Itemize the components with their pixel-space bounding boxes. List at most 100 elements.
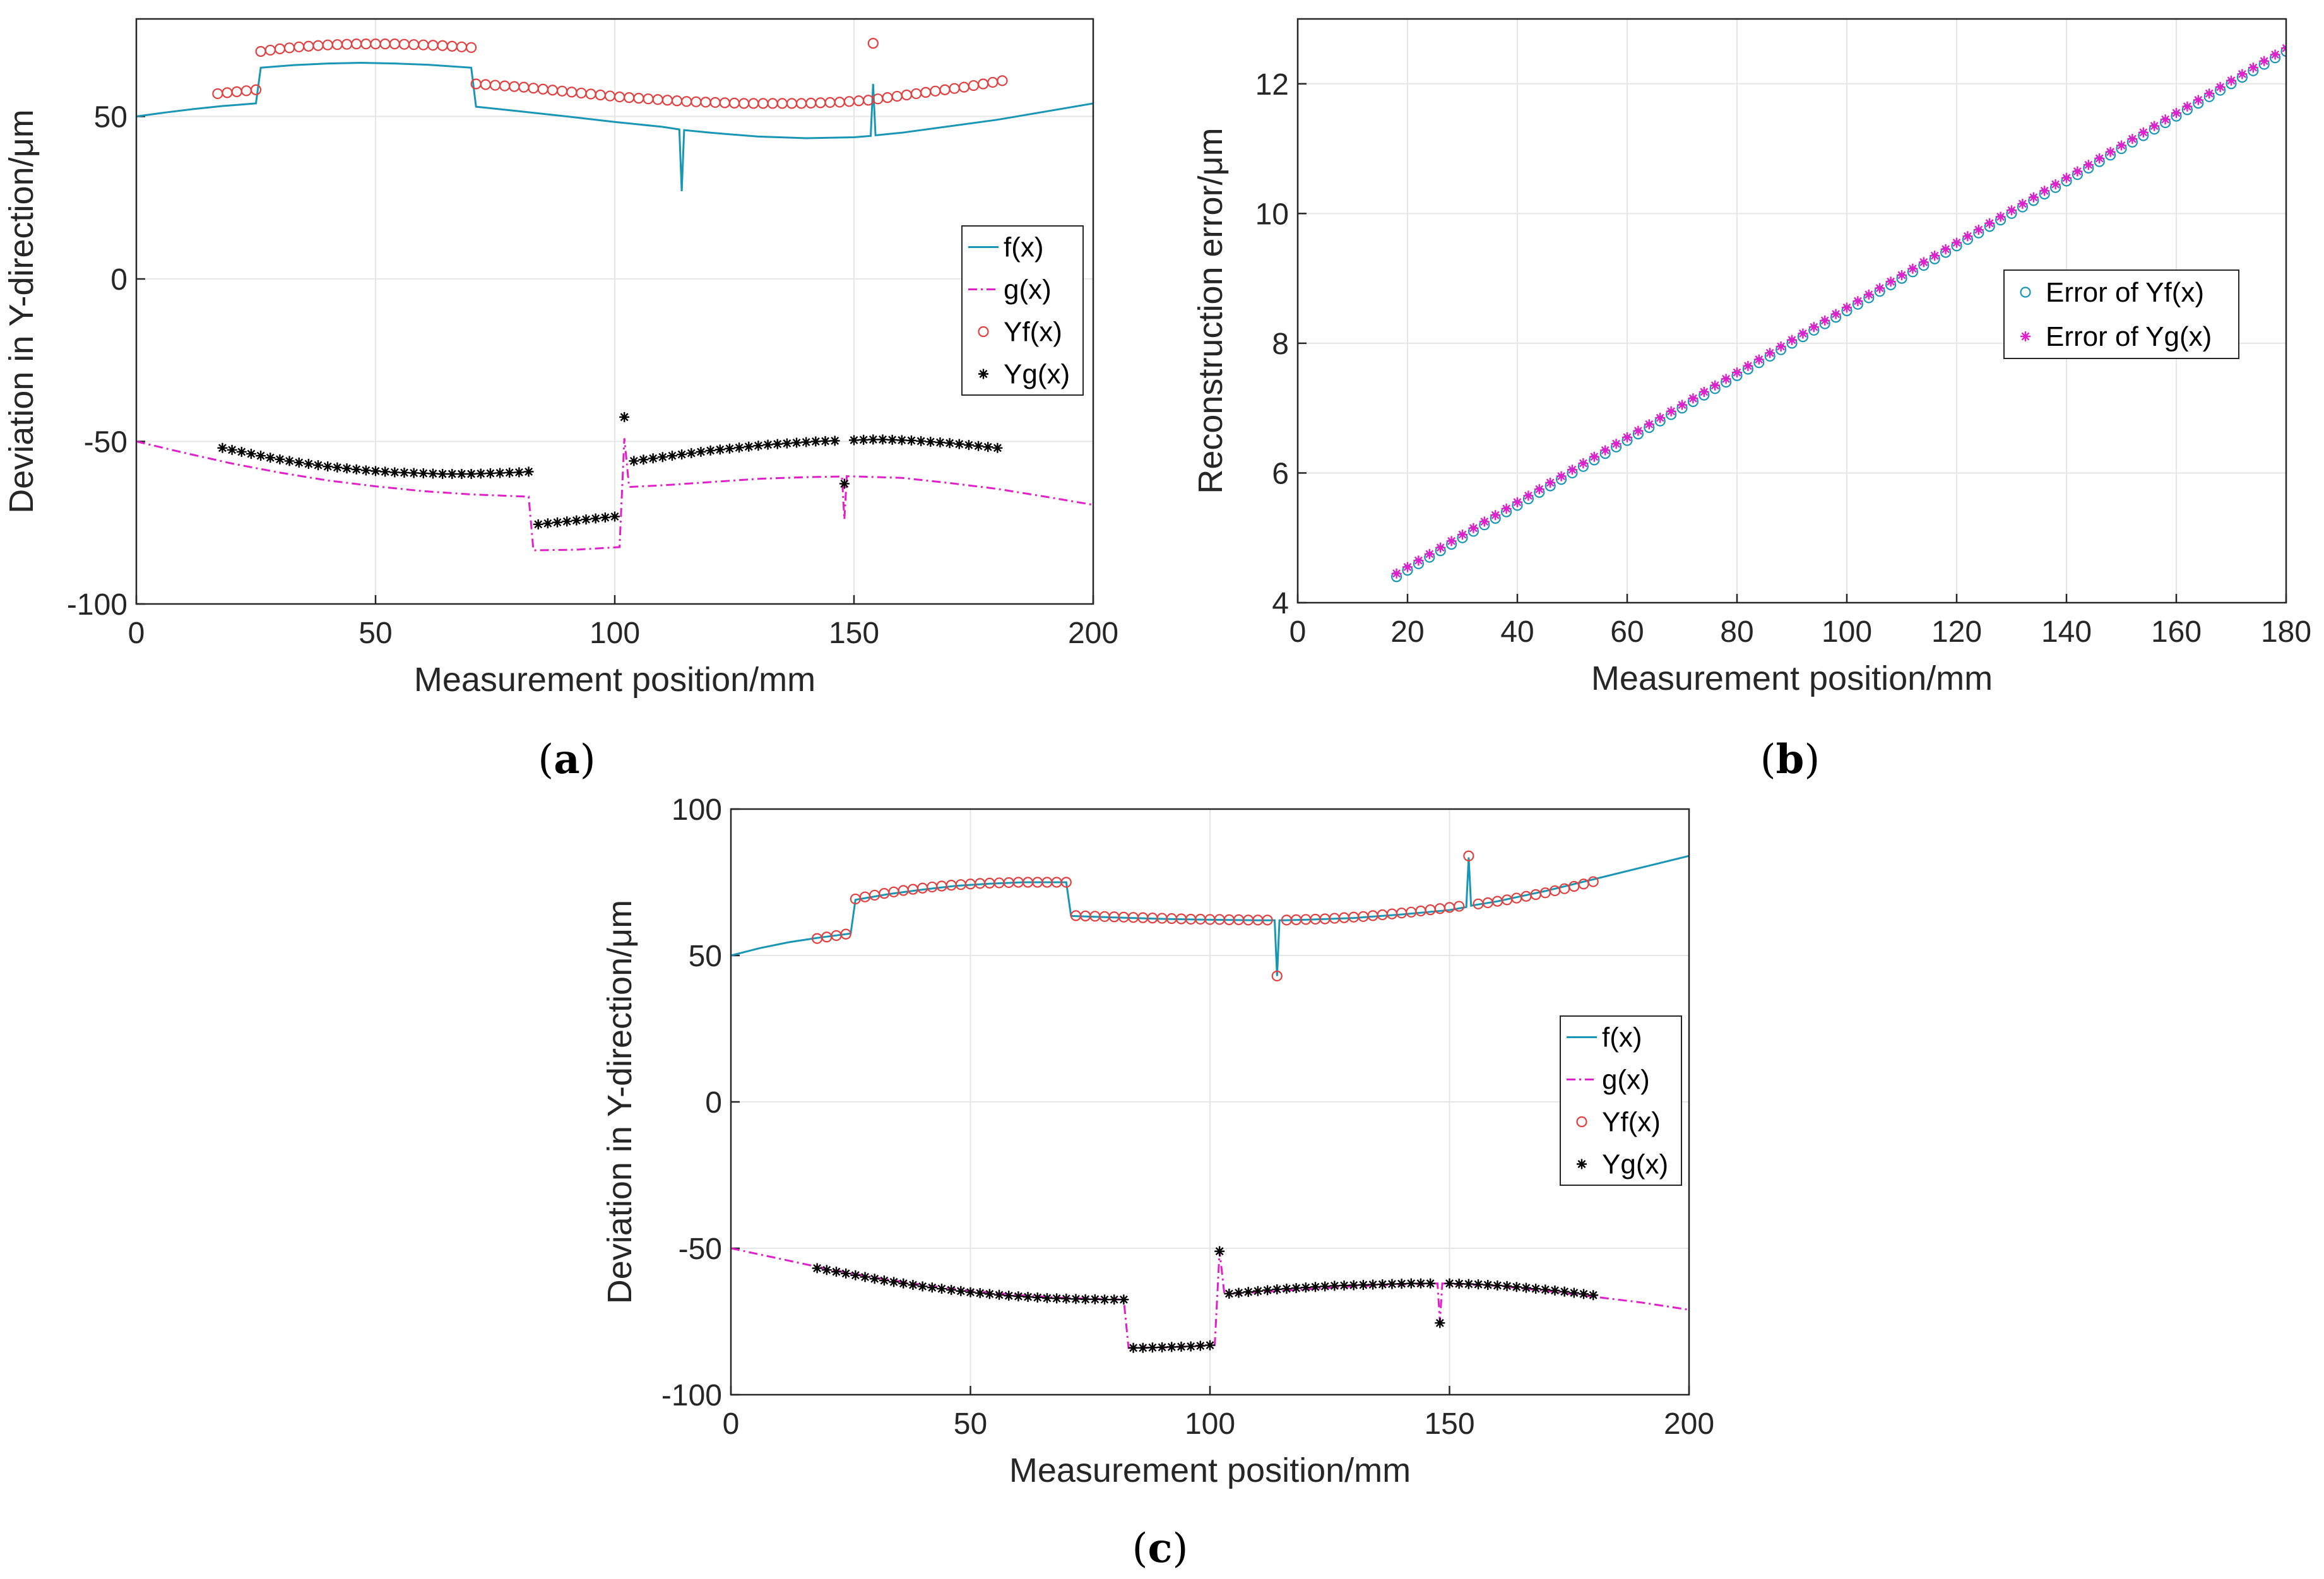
data-point-yg-x [705,445,716,456]
y-axis-label: Reconstruction error/μm [1192,127,1230,494]
data-point-error-of-yg-x [2270,49,2280,60]
data-point-yg-x [906,435,916,446]
data-point-yg-x [1339,1280,1349,1291]
data-point-yg-x [791,437,802,448]
data-point-yg-x [1147,1342,1158,1353]
data-point-error-of-yg-x [1545,477,1556,488]
data-point-error-of-yg-x [1534,484,1544,495]
data-point-error-of-yg-x [2127,134,2138,145]
data-point-error-of-yg-x [1402,562,1413,572]
axes-frame [1296,18,2287,604]
legend: f(x) g(x) Yf(x) Yg(x) [1560,1015,1682,1186]
legend: f(x) g(x) Yf(x) Yg(x) [961,225,1084,396]
data-point-yg-x [908,1280,918,1290]
data-point-error-of-yg-x [1435,542,1446,553]
data-point-error-of-yg-x [1556,471,1567,482]
x-axis-label: Measurement position/mm [1591,659,1993,697]
data-point-yg-x [1406,1278,1416,1289]
data-point-error-of-yg-x [1897,269,1907,280]
legend-label-error-of-yg-x: Error of Yg(x) [2046,321,2212,352]
data-point-yg-x [275,454,285,464]
y-axis-label: Deviation in Y-direction/μm [601,900,639,1304]
x-tick-label: 0 [1289,615,1307,649]
data-point-error-of-yg-x [2182,101,2193,112]
data-point-yg-x [1348,1280,1359,1291]
data-point-yg-x [418,468,429,478]
data-point-yg-x [696,446,706,457]
data-point-error-of-yg-x [1391,568,1402,579]
y-tick-label: 50 [94,101,127,134]
legend-label-yg-x: Yg(x) [1602,1149,1668,1180]
data-point-yg-x [889,1277,899,1287]
legend-label-f-x: f(x) [1602,1022,1642,1053]
data-point-yg-x [1463,1279,1474,1289]
x-tick-label: 50 [359,617,392,650]
data-point-yg-x [657,452,668,463]
data-point-yg-x [1425,1278,1436,1289]
x-tick-label: 40 [1500,615,1534,649]
series-line-g-x [136,438,1093,552]
data-point-yg-x [1262,1285,1273,1296]
data-point-error-of-yg-x [1457,529,1467,540]
legend-label-yf-x: Yf(x) [1004,317,1062,348]
data-point-error-of-yg-x [2116,140,2126,151]
data-point-yf-x [1271,970,1283,982]
data-point-yg-x [946,1284,957,1295]
data-point-error-of-yg-x [1655,413,1666,423]
y-tick-label: -100 [661,1379,722,1412]
series-layer [136,38,1093,552]
data-point-error-of-yg-x [2050,179,2061,190]
data-point-error-of-yg-x [2171,108,2181,119]
data-point-yg-x [581,514,591,525]
data-point-error-of-yg-x [1962,231,1973,242]
data-point-yg-x [638,454,649,465]
data-point-yg-x [1502,1280,1512,1291]
x-tick-label: 0 [128,617,145,650]
data-point-yg-x [485,468,495,478]
axes-frame [730,808,1690,1396]
y-tick-label: 0 [705,1086,722,1120]
data-point-yg-x [1521,1282,1531,1293]
data-point-error-of-yg-x [1973,225,1984,235]
data-point-yg-x [562,516,572,527]
data-point-yg-x [781,438,792,449]
data-point-error-of-yg-x [1808,322,1819,333]
data-point-error-of-yg-x [1918,257,1929,268]
data-point-yg-x [1320,1281,1331,1292]
data-point-yg-x [936,1284,947,1294]
data-point-error-of-yg-x [2259,56,2270,66]
data-point-yg-x [1109,1294,1120,1305]
data-point-yg-x [380,466,391,477]
data-point-yg-x [820,435,831,446]
data-point-error-of-yg-x [2193,95,2203,105]
data-point-yg-x [1291,1283,1301,1294]
data-point-yg-x [831,1267,841,1277]
y-tick-label: -100 [67,588,127,622]
data-point-yg-x [399,467,410,478]
data-point-yg-x [1128,1342,1139,1353]
data-point-yg-x [821,1265,832,1275]
x-tick-label: 60 [1610,615,1644,649]
data-point-yg-x [1540,1284,1551,1295]
data-point-yg-x [1531,1284,1541,1294]
x-tick-label: 140 [2041,615,2092,649]
data-point-yg-x [927,1282,937,1293]
data-point-error-of-yg-x [2028,192,2039,203]
data-point-yg-x [1329,1280,1340,1291]
data-point-error-of-yg-x [1501,503,1512,514]
data-point-yg-x [887,434,898,445]
data-point-error-of-yg-x [1787,334,1797,345]
data-point-yg-x [1032,1292,1043,1303]
data-point-error-of-yg-x [1567,464,1577,475]
data-point-yg-x [810,436,821,447]
data-point-yg-x [992,442,1003,453]
data-point-yg-x [217,442,228,453]
data-point-error-of-yg-x [2226,75,2236,86]
data-point-error-of-yg-x [1732,367,1742,378]
x-tick-label: 160 [2151,615,2202,649]
data-point-error-of-yg-x [1930,251,1940,261]
data-point-yf-x [1463,850,1474,861]
data-point-yg-x [954,439,964,449]
y-tick-label: 10 [1255,198,1289,231]
legend-swatch-error-of-yf-x [2020,287,2031,298]
